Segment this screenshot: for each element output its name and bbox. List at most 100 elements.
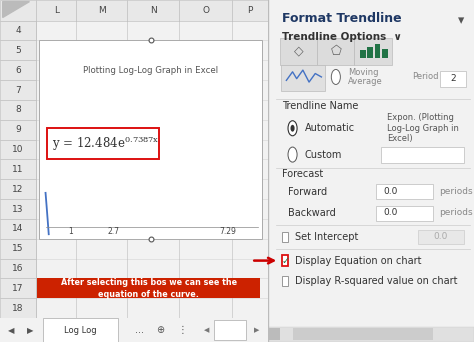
Circle shape: [331, 69, 340, 84]
Bar: [0, 219, 36, 239]
Bar: [36, 0, 76, 21]
Bar: [0, 239, 36, 259]
Bar: [0, 0, 36, 21]
Bar: [268, 328, 280, 340]
Text: 10: 10: [12, 145, 24, 154]
Text: Log Log: Log Log: [64, 326, 97, 334]
Bar: [282, 255, 288, 266]
Bar: [180, 0, 232, 21]
Text: periods: periods: [439, 208, 473, 217]
Text: Expon. (Plotting
Log-Log Graph in
Excel): Expon. (Plotting Log-Log Graph in Excel): [387, 113, 459, 143]
Text: ◇: ◇: [294, 45, 303, 58]
Text: 17: 17: [12, 284, 24, 293]
FancyBboxPatch shape: [280, 38, 317, 65]
Bar: [214, 320, 246, 340]
Text: y = 12.484e$\mathregular{^{0.7387x}}$: y = 12.484e$\mathregular{^{0.7387x}}$: [52, 134, 159, 153]
Bar: [0, 140, 36, 159]
Bar: [232, 0, 268, 21]
Bar: [282, 232, 288, 242]
Text: Format Trendline: Format Trendline: [282, 12, 402, 25]
Bar: [0, 100, 36, 120]
Bar: [0, 298, 36, 318]
Text: 12: 12: [12, 185, 24, 194]
Bar: [127, 0, 180, 21]
Text: 0.0: 0.0: [383, 187, 398, 196]
Bar: [375, 44, 380, 58]
Text: 11: 11: [12, 165, 24, 174]
Bar: [292, 328, 433, 340]
Text: ...: ...: [135, 325, 144, 335]
Text: Set Intercept: Set Intercept: [295, 232, 358, 242]
Circle shape: [291, 125, 295, 132]
Bar: [268, 327, 474, 342]
Text: After selecting this bos we can see the
equation of the curve.: After selecting this bos we can see the …: [61, 278, 237, 299]
Bar: [0, 21, 36, 40]
Bar: [0, 278, 36, 298]
Text: Moving
Average: Moving Average: [348, 68, 383, 86]
Text: Display R-squared value on chart: Display R-squared value on chart: [295, 276, 457, 286]
Text: 7.29: 7.29: [219, 227, 236, 236]
Text: Forecast: Forecast: [282, 169, 323, 179]
Bar: [0, 159, 36, 179]
Bar: [76, 0, 127, 21]
Text: Plotting Log-Log Graph in Excel: Plotting Log-Log Graph in Excel: [83, 66, 218, 75]
FancyBboxPatch shape: [376, 206, 433, 221]
FancyBboxPatch shape: [418, 230, 465, 244]
Text: 1: 1: [68, 227, 73, 236]
Bar: [282, 276, 288, 286]
Bar: [0, 120, 36, 140]
Text: ⊕: ⊕: [156, 325, 165, 335]
FancyBboxPatch shape: [281, 65, 325, 91]
Bar: [0, 40, 36, 60]
Text: 7: 7: [15, 86, 21, 95]
Text: 9: 9: [15, 125, 21, 134]
Bar: [0, 60, 36, 80]
Text: 2: 2: [451, 74, 456, 83]
Text: 6: 6: [15, 66, 21, 75]
Bar: [0, 259, 36, 278]
Text: Trendline Options  ∨: Trendline Options ∨: [282, 32, 402, 42]
Polygon shape: [3, 2, 29, 17]
Text: M: M: [98, 6, 106, 15]
FancyBboxPatch shape: [355, 38, 392, 65]
Text: ⬠: ⬠: [330, 45, 341, 58]
Text: 2.7: 2.7: [107, 227, 119, 236]
Text: Period: Period: [412, 73, 438, 81]
Text: ◀: ◀: [8, 326, 15, 334]
Text: Trendline Name: Trendline Name: [282, 101, 359, 111]
Text: Backward: Backward: [288, 208, 336, 218]
Text: ▾: ▾: [457, 14, 464, 27]
Text: ◀: ◀: [203, 327, 209, 333]
Text: 18: 18: [12, 304, 24, 313]
Text: 14: 14: [12, 224, 24, 233]
Bar: [37, 278, 260, 298]
Text: Forward: Forward: [288, 186, 328, 197]
Text: 5: 5: [15, 46, 21, 55]
Text: Display Equation on chart: Display Equation on chart: [295, 255, 421, 266]
FancyBboxPatch shape: [381, 147, 465, 163]
Bar: [367, 48, 373, 58]
Text: 4: 4: [15, 26, 21, 35]
Bar: [47, 128, 159, 159]
Bar: [0, 179, 36, 199]
Text: Automatic: Automatic: [305, 123, 355, 133]
Text: ⋮: ⋮: [177, 325, 187, 335]
Bar: [382, 49, 388, 58]
Text: 16: 16: [12, 264, 24, 273]
Bar: [360, 50, 365, 58]
Text: 13: 13: [12, 205, 24, 213]
Circle shape: [288, 121, 297, 136]
Text: Custom: Custom: [305, 149, 342, 160]
Bar: [43, 318, 118, 342]
Bar: [0, 80, 36, 100]
Text: 15: 15: [12, 244, 24, 253]
FancyBboxPatch shape: [440, 71, 466, 87]
FancyBboxPatch shape: [376, 184, 433, 199]
Circle shape: [288, 147, 297, 162]
Text: periods: periods: [439, 187, 473, 196]
Text: 8: 8: [15, 105, 21, 114]
FancyBboxPatch shape: [317, 38, 355, 65]
Text: O: O: [202, 6, 209, 15]
Text: ✓: ✓: [281, 255, 290, 266]
Text: ▶: ▶: [27, 326, 33, 334]
